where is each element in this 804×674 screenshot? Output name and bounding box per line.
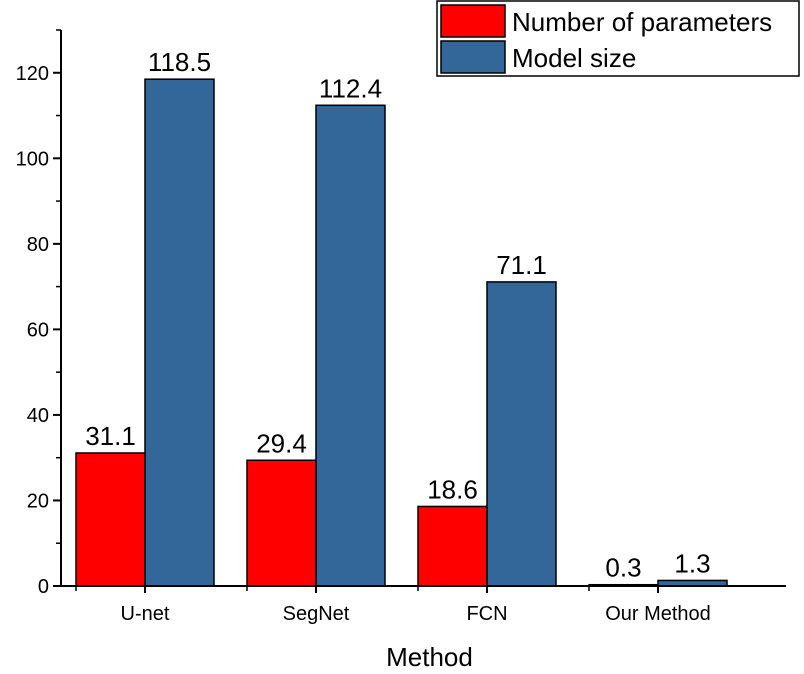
bar-parameters (75, 452, 146, 587)
bar-parameters (417, 505, 488, 587)
y-tick-label: 40 (27, 405, 49, 427)
legend-swatch (440, 4, 506, 38)
legend-swatch (440, 40, 506, 74)
bar-value-label: 118.5 (148, 47, 211, 77)
y-axis-ticks: 0 20 40 60 80 100 120 (16, 29, 61, 598)
x-tick-label: Our Method (605, 603, 711, 625)
x-axis-ticks: U-net SegNet FCN Our Method (75, 586, 711, 625)
y-tick-label: 120 (16, 63, 49, 85)
bar-parameters (246, 459, 317, 587)
bar-model-size (144, 78, 215, 587)
bars-layer (75, 78, 728, 587)
bar-model-size (486, 281, 557, 587)
y-tick-label: 80 (27, 234, 49, 256)
y-tick-label: 100 (16, 148, 49, 170)
legend: Number of parameters Model size (436, 0, 800, 77)
bar-value-label: 0.3 (605, 553, 641, 583)
y-tick-label: 0 (38, 576, 49, 598)
bar-labels-layer: 31.1 118.5 29.4 112.4 18.6 71.1 0.3 1.3 (85, 47, 710, 583)
bar-value-label: 112.4 (319, 73, 382, 103)
x-tick-label: SegNet (283, 603, 350, 625)
bar-value-label: 18.6 (427, 474, 478, 504)
legend-entry-label: Number of parameters (512, 7, 772, 37)
bar-value-label: 31.1 (85, 421, 136, 451)
bar-model-size (315, 104, 386, 587)
x-axis-title: Method (386, 642, 473, 672)
y-tick-label: 20 (27, 490, 49, 512)
x-tick-label: FCN (466, 603, 507, 625)
legend-entry-label: Model size (512, 43, 636, 73)
y-tick-label: 60 (27, 319, 49, 341)
bar-value-label: 29.4 (256, 428, 307, 458)
bar-value-label: 1.3 (674, 548, 710, 578)
x-tick-label: U-net (121, 603, 170, 625)
bar-value-label: 71.1 (496, 250, 547, 280)
